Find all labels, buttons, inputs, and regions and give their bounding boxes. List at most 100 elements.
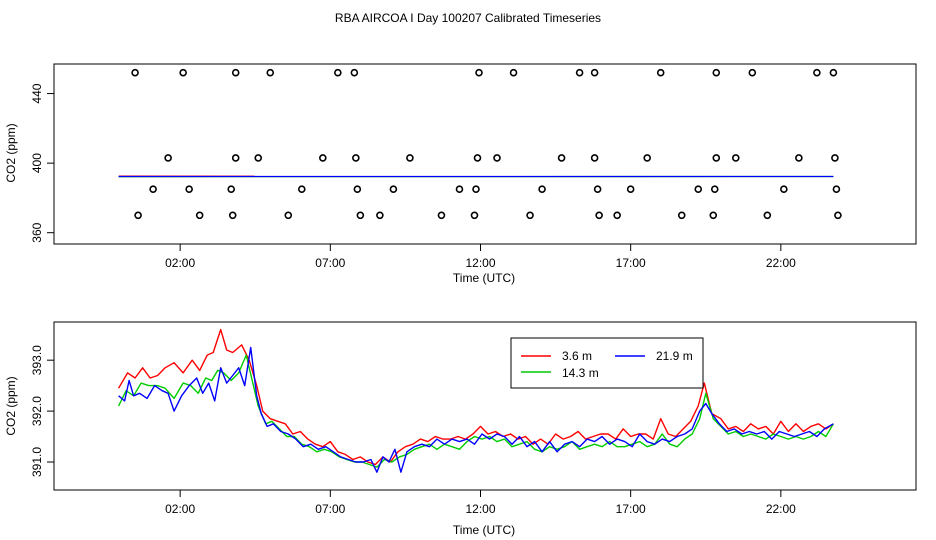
calibration-point [473,154,482,162]
calibration-point [780,185,788,194]
bottom-x-tick-label: 12:00 [465,502,495,516]
calibration-point [228,211,237,220]
top-x-axis-label: Time (UTC) [453,271,515,285]
top-x-tick-label: 02:00 [165,256,195,270]
bottom-plot-box [53,321,917,491]
bottom-series-line [117,354,835,468]
top-series-lines [118,175,834,178]
calibration-point [712,68,721,77]
calibration-point [472,185,480,194]
calibration-point [350,68,359,77]
calibration-point [231,154,240,162]
calibration-point [709,211,718,220]
top-y-tick-label: 440 [30,83,44,103]
calibration-point [376,211,384,220]
calibration-point [590,154,599,162]
calibration-point [227,185,236,194]
top-panel: 02:00 07:00 12:00 17:00 22:00 360 400 440 Time… [4,63,917,285]
calibration-point [389,185,398,194]
bottom-y-axis: 391.0 392.0 393.0 [30,345,55,477]
calibration-point [319,154,327,162]
calibration-point [712,154,721,162]
bottom-y-tick-label: 392.0 [30,396,44,426]
calibration-point [595,211,603,220]
bottom-x-tick-label: 17:00 [616,502,646,516]
calibration-point [149,185,157,194]
calibration-point [254,154,263,162]
calibration-point [297,185,306,194]
calibration-point [179,68,187,77]
calibration-point [493,154,501,162]
calibration-point [656,68,665,77]
top-x-axis: 02:00 07:00 12:00 17:00 22:00 [165,243,796,270]
calibration-point [613,211,621,220]
page-title: RBA AIRCOA I Day 100207 Calibrated Times… [335,11,601,25]
calibration-point [557,154,566,162]
bottom-x-axis-label: Time (UTC) [453,523,515,537]
calibration-point [455,185,464,194]
legend-box [510,337,704,389]
calibration-point [710,185,719,194]
calibration-point [406,154,414,162]
bottom-y-tick-label: 391.0 [30,447,44,477]
legend-label-21-9m: 21.9 m [656,349,693,363]
calibration-point [677,211,686,220]
calibration-point [831,154,839,162]
top-calibration-points [131,68,842,220]
calibration-point [284,211,293,220]
calibration-point [131,68,139,77]
bottom-x-tick-label: 22:00 [766,502,796,516]
top-x-tick-label: 22:00 [766,256,796,270]
calibration-point [526,211,534,220]
bottom-x-axis: 02:00 07:00 12:00 17:00 22:00 [165,489,796,516]
bottom-x-tick-label: 07:00 [315,502,345,516]
calibration-point [748,68,757,77]
top-y-axis: 360 400 440 [30,83,55,243]
calibration-point [834,211,842,220]
top-x-tick-label: 07:00 [315,256,345,270]
legend-label-3-6m: 3.6 m [562,349,592,363]
calibration-point [164,154,172,162]
calibration-point [509,68,518,77]
top-y-axis-label: CO2 (ppm) [4,123,18,182]
calibration-point [134,211,142,220]
calibration-point [356,211,365,220]
bottom-y-tick-label: 393.0 [30,345,44,375]
calibration-point [437,211,446,220]
calibration-point [694,185,703,194]
top-y-tick-label: 400 [30,153,44,173]
calibration-point [643,154,651,162]
calibration-point [795,154,803,162]
calibration-point [352,154,360,162]
calibration-point [231,68,240,77]
calibration-point [763,211,772,220]
top-y-tick-label: 360 [30,222,44,242]
legend-label-14-3m: 14.3 m [562,366,599,380]
bottom-y-axis-label: CO2 (ppm) [4,376,18,435]
bottom-x-tick-label: 02:00 [165,502,195,516]
legend: 3.6 m 21.9 m 14.3 m [510,337,704,389]
calibration-point [731,154,740,162]
calibration-point [593,185,602,194]
calibration-point [475,68,483,77]
calibration-point [538,185,546,194]
calibration-point [185,185,193,194]
top-x-tick-label: 17:00 [616,256,646,270]
calibration-point [195,211,204,220]
calibration-point [334,68,342,77]
bottom-series-lines [117,328,835,473]
bottom-panel: 02:00 07:00 12:00 17:00 22:00 391.0 392.0 393.… [4,321,917,537]
calibration-point [590,68,599,77]
calibration-point [829,68,838,77]
calibration-point [832,185,841,194]
calibration-point [626,185,635,194]
calibration-point [813,68,821,77]
calibration-point [470,211,479,220]
calibration-point [266,68,275,77]
calibration-point [353,185,362,194]
bottom-series-line [118,346,834,473]
top-plot-box [53,63,917,245]
bottom-series-line [117,328,834,466]
top-x-tick-label: 12:00 [465,256,495,270]
